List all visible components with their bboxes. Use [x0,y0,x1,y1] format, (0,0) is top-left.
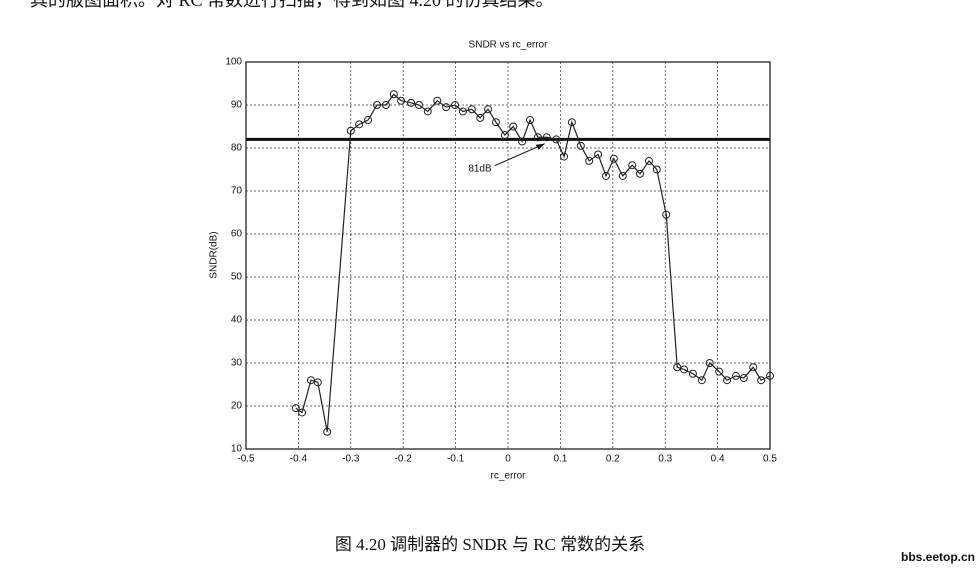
data-point [705,359,714,367]
data-point [381,101,390,109]
x-tick-label: -0.3 [342,454,360,465]
data-point [397,96,406,105]
data-point [609,154,618,163]
caption: 图 4.20 调制器的 SNDR 与 RC 常数的关系 [335,535,645,554]
data-point [576,141,585,150]
y-tick-label: 80 [231,143,243,154]
x-tick-label: 0.3 [658,454,672,465]
data-point [500,131,509,140]
data-point [433,96,442,105]
x-tick-label: -0.5 [237,454,255,465]
data-point [364,116,373,125]
data-point [757,376,766,385]
x-tick-label: 0.2 [606,454,620,465]
x-tick-label: -0.4 [290,454,308,465]
data-point [723,376,732,385]
y-tick-label: 50 [231,272,243,283]
data-point [491,118,500,127]
data-point [739,374,748,383]
y-tick-label: 60 [231,229,243,240]
data-point [636,169,645,178]
data-point [533,133,542,142]
data-point [346,126,355,135]
data-point [560,152,569,161]
y-tick-label: 20 [231,401,243,412]
data-point [542,133,551,142]
data-point [313,378,322,387]
data-point [715,367,724,376]
data-point [662,210,671,219]
data-point [652,165,661,174]
chart-title: SNDR vs rc_error [469,40,549,51]
x-tick-label: -0.1 [447,454,465,465]
y-tick-label: 70 [231,186,243,197]
data-point [601,171,610,180]
x-tick-label: 0 [505,454,511,465]
data-point [291,404,300,413]
data-point [484,105,493,114]
data-point [680,365,689,374]
data-point [567,118,576,127]
data-point [323,427,332,436]
x-tick-label: 0.1 [553,454,567,465]
plot-frame [245,61,771,450]
y-tick-label: 10 [231,444,243,455]
data-point [355,120,364,129]
data-point [407,98,416,107]
y-axis-label: SNDR(dB) [209,231,220,278]
data-point [628,161,637,170]
annotation-arrowhead [535,143,545,150]
x-tick-label: -0.2 [395,454,413,465]
data-point [618,171,627,180]
data-point [389,90,398,99]
annotation-text: 81dB [468,163,492,174]
data-point [458,107,467,116]
y-tick-label: 100 [225,57,242,68]
annotation-arrow [494,143,545,167]
data-point [688,369,697,378]
data-point [766,371,774,380]
data-point [423,107,432,116]
x-tick-label: 0.5 [763,454,777,465]
data-point [731,371,740,380]
data-point [467,105,476,114]
data-line [295,93,771,432]
page-text: 其的版图面积。对 RC 常数进行扫描，得到如图 4.20 的仿真结果。 [30,0,554,10]
y-tick-label: 30 [231,358,243,369]
x-axis-label: rc_error [490,471,526,482]
y-tick-label: 40 [231,315,243,326]
data-point [298,408,307,417]
y-tick-label: 90 [231,100,243,111]
data-point [442,103,451,112]
data-point [476,113,485,122]
data-point [518,137,527,146]
data-point [697,376,706,385]
watermark: bbs.eetop.cn [901,550,975,564]
data-point [509,122,518,131]
data-point [585,156,594,165]
data-point [552,135,561,144]
data-point [414,101,423,109]
data-point [526,116,535,125]
data-point [594,150,603,159]
data-point [373,101,381,109]
data-point [451,101,460,109]
data-point [749,363,758,372]
x-tick-label: 0.4 [711,454,725,465]
data-point [644,156,653,165]
